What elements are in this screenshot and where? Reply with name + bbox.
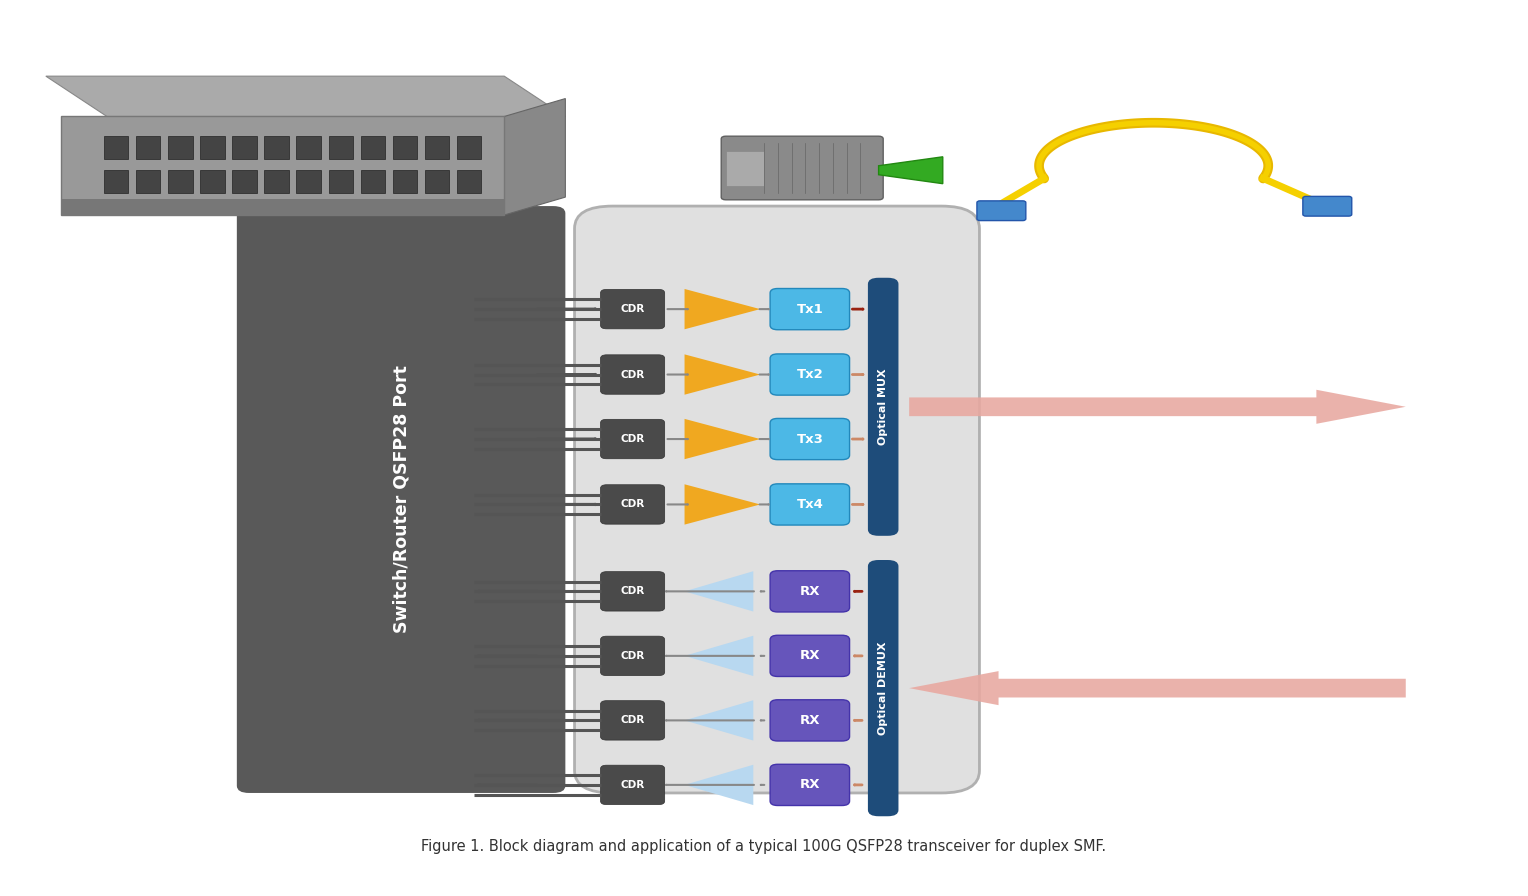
FancyBboxPatch shape <box>976 201 1025 220</box>
FancyBboxPatch shape <box>264 136 289 159</box>
Polygon shape <box>909 671 1406 705</box>
Polygon shape <box>685 701 753 740</box>
Text: CDR: CDR <box>620 499 645 510</box>
FancyBboxPatch shape <box>770 484 850 525</box>
Polygon shape <box>909 390 1406 424</box>
Polygon shape <box>685 765 753 805</box>
FancyBboxPatch shape <box>575 206 979 793</box>
Polygon shape <box>685 572 753 611</box>
Polygon shape <box>879 157 943 184</box>
FancyBboxPatch shape <box>601 355 665 394</box>
FancyBboxPatch shape <box>457 136 481 159</box>
FancyBboxPatch shape <box>721 136 883 200</box>
FancyBboxPatch shape <box>200 136 225 159</box>
FancyBboxPatch shape <box>770 635 850 676</box>
FancyBboxPatch shape <box>61 199 504 215</box>
FancyBboxPatch shape <box>601 485 665 524</box>
FancyBboxPatch shape <box>264 170 289 193</box>
Polygon shape <box>685 636 753 676</box>
Text: RX: RX <box>799 650 821 662</box>
FancyBboxPatch shape <box>104 136 128 159</box>
FancyBboxPatch shape <box>601 765 665 805</box>
Polygon shape <box>46 76 565 116</box>
Text: RX: RX <box>799 779 821 791</box>
Text: Figure 1. Block diagram and application of a typical 100G QSFP28 transceiver for: Figure 1. Block diagram and application … <box>422 840 1106 854</box>
FancyBboxPatch shape <box>168 136 193 159</box>
FancyBboxPatch shape <box>104 170 128 193</box>
FancyBboxPatch shape <box>361 136 385 159</box>
FancyBboxPatch shape <box>601 572 665 611</box>
FancyBboxPatch shape <box>237 206 565 793</box>
FancyBboxPatch shape <box>770 418 850 460</box>
FancyBboxPatch shape <box>296 136 321 159</box>
Text: Switch/Router QSFP28 Port: Switch/Router QSFP28 Port <box>393 366 410 633</box>
FancyBboxPatch shape <box>770 571 850 612</box>
FancyBboxPatch shape <box>601 419 665 459</box>
FancyBboxPatch shape <box>1303 196 1352 216</box>
FancyBboxPatch shape <box>200 170 225 193</box>
FancyBboxPatch shape <box>168 170 193 193</box>
Text: Tx4: Tx4 <box>796 498 824 511</box>
Text: CDR: CDR <box>620 780 645 790</box>
Text: Tx1: Tx1 <box>796 303 824 315</box>
FancyBboxPatch shape <box>136 170 160 193</box>
Text: CDR: CDR <box>620 434 645 444</box>
FancyBboxPatch shape <box>770 700 850 741</box>
Text: CDR: CDR <box>620 715 645 726</box>
FancyBboxPatch shape <box>868 278 898 536</box>
Text: CDR: CDR <box>620 369 645 380</box>
FancyBboxPatch shape <box>361 170 385 193</box>
FancyBboxPatch shape <box>868 560 898 816</box>
Polygon shape <box>685 484 761 524</box>
Text: CDR: CDR <box>620 304 645 314</box>
FancyBboxPatch shape <box>136 136 160 159</box>
FancyBboxPatch shape <box>393 170 417 193</box>
FancyBboxPatch shape <box>329 170 353 193</box>
Polygon shape <box>685 355 761 394</box>
Text: RX: RX <box>799 585 821 598</box>
Text: Optical DEMUX: Optical DEMUX <box>879 642 888 735</box>
Text: RX: RX <box>799 714 821 727</box>
FancyBboxPatch shape <box>329 136 353 159</box>
FancyBboxPatch shape <box>232 136 257 159</box>
FancyBboxPatch shape <box>601 636 665 676</box>
FancyBboxPatch shape <box>770 289 850 330</box>
Text: CDR: CDR <box>620 586 645 597</box>
FancyBboxPatch shape <box>601 701 665 740</box>
FancyBboxPatch shape <box>770 354 850 395</box>
Text: Tx3: Tx3 <box>796 433 824 445</box>
Text: Optical MUX: Optical MUX <box>879 368 888 445</box>
FancyBboxPatch shape <box>726 151 764 186</box>
FancyBboxPatch shape <box>770 764 850 806</box>
FancyBboxPatch shape <box>393 136 417 159</box>
FancyBboxPatch shape <box>232 170 257 193</box>
Text: Tx2: Tx2 <box>796 368 824 381</box>
FancyBboxPatch shape <box>61 116 504 215</box>
FancyBboxPatch shape <box>296 170 321 193</box>
Polygon shape <box>504 99 565 215</box>
FancyBboxPatch shape <box>425 136 449 159</box>
FancyBboxPatch shape <box>425 170 449 193</box>
Polygon shape <box>685 418 761 459</box>
FancyBboxPatch shape <box>601 289 665 329</box>
Text: CDR: CDR <box>620 650 645 661</box>
Polygon shape <box>685 289 761 329</box>
FancyBboxPatch shape <box>457 170 481 193</box>
